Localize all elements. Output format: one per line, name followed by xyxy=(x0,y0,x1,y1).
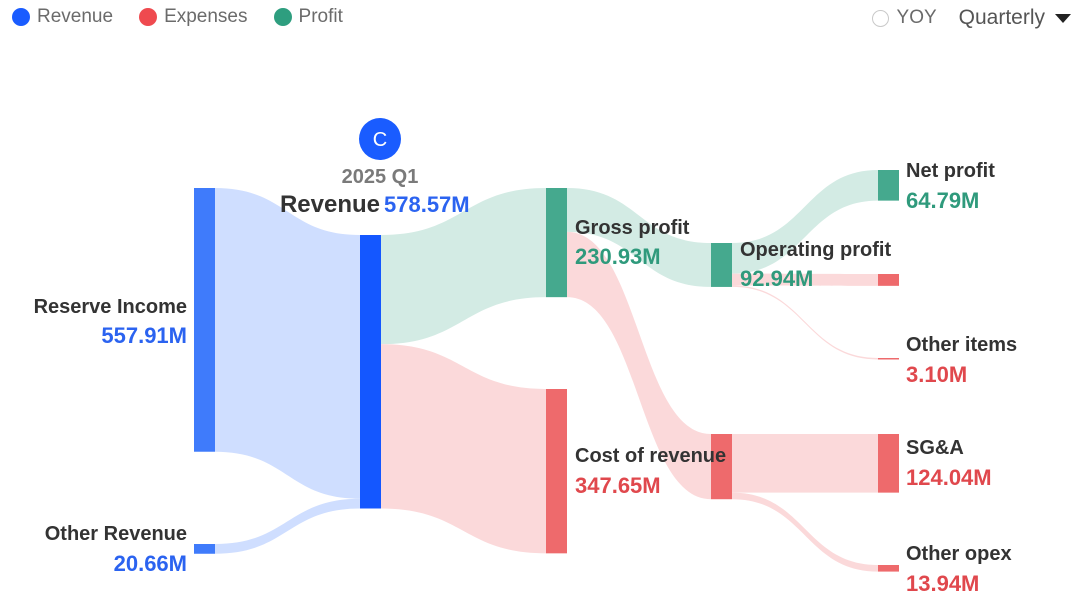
chart-controls: YOY Quarterly xyxy=(871,6,1071,30)
label-reserve-income-name: Reserve Income xyxy=(34,296,187,318)
node-sga[interactable] xyxy=(878,434,899,493)
label-other-items-value: 3.10M xyxy=(906,362,967,387)
label-other-revenue-name: Other Revenue xyxy=(45,523,187,545)
chart-legend: Revenue Expenses Profit xyxy=(12,6,343,28)
label-gross-profit-name: Gross profit xyxy=(575,217,690,239)
label-operating-profit-value: 92.94M xyxy=(740,266,813,291)
label-cost-of-revenue-value: 347.65M xyxy=(575,473,661,498)
node-other_items[interactable] xyxy=(878,358,899,360)
flow-other_revenue-to-revenue xyxy=(215,498,360,554)
yoy-radio-icon[interactable] xyxy=(871,9,889,27)
flow-operating_profit-to-other_items xyxy=(732,285,878,360)
label-other-revenue-value: 20.66M xyxy=(114,551,187,576)
sankey-nodes xyxy=(194,170,899,572)
flow-revenue-to-gross_profit xyxy=(381,188,546,345)
label-net-profit-value: 64.79M xyxy=(906,188,979,213)
flow-opex-to-other_opex xyxy=(732,492,878,572)
label-operating-profit-name: Operating profit xyxy=(740,239,891,261)
node-cost_of_revenue[interactable] xyxy=(546,389,567,554)
company-badge-icon xyxy=(359,118,401,160)
label-sga-value: 124.04M xyxy=(906,465,992,490)
legend-dot-expenses xyxy=(139,8,158,26)
label-sga-name: SG&A xyxy=(906,437,964,459)
center-name: Revenue xyxy=(280,191,380,218)
label-net-profit-name: Net profit xyxy=(906,160,995,182)
flow-opex-to-sga xyxy=(732,434,878,493)
label-cost-of-revenue-name: Cost of revenue xyxy=(575,445,726,467)
flow-gross_profit-to-operating_profit xyxy=(567,188,711,287)
period-label: 2025 Q1 xyxy=(342,166,419,188)
node-revenue[interactable] xyxy=(360,235,381,509)
flow-revenue-to-cost_of_revenue xyxy=(381,344,546,554)
period-dropdown[interactable]: Quarterly xyxy=(959,6,1071,30)
node-tax[interactable] xyxy=(878,274,899,286)
node-opex[interactable] xyxy=(711,434,732,500)
company-badge-letter: C xyxy=(373,129,387,151)
legend-dot-profit xyxy=(273,8,292,26)
yoy-label: YOY xyxy=(896,7,937,28)
node-operating_profit[interactable] xyxy=(711,243,732,287)
node-other_revenue[interactable] xyxy=(194,544,215,554)
label-other-opex-value: 13.94M xyxy=(906,571,979,596)
node-net_profit[interactable] xyxy=(878,170,899,201)
label-reserve-income-value: 557.91M xyxy=(101,323,187,348)
period-dropdown-label: Quarterly xyxy=(958,6,1045,29)
center-header: C 2025 Q1 Revenue 578.57M xyxy=(280,118,470,218)
legend-item-expenses[interactable]: Expenses xyxy=(139,6,248,28)
legend-item-revenue[interactable]: Revenue xyxy=(12,6,113,28)
label-other-opex-name: Other opex xyxy=(906,543,1012,565)
node-gross_profit[interactable] xyxy=(546,188,567,298)
legend-label-revenue: Revenue xyxy=(37,6,114,27)
center-value: 578.57M xyxy=(384,192,470,217)
legend-dot-revenue xyxy=(12,8,30,26)
flow-gross_profit-to-opex xyxy=(567,231,711,500)
legend-label-profit: Profit xyxy=(298,6,343,27)
sankey-flows xyxy=(215,170,878,572)
yoy-toggle[interactable]: YOY xyxy=(871,7,937,29)
caret-down-icon xyxy=(1055,13,1071,23)
node-reserve_income[interactable] xyxy=(194,188,215,452)
node-labels: Reserve Income 557.91M Other Revenue 20.… xyxy=(34,160,1018,596)
node-other_opex[interactable] xyxy=(878,565,899,572)
label-other-items-name: Other items xyxy=(906,334,1017,356)
flow-operating_profit-to-tax xyxy=(732,273,878,286)
label-gross-profit-value: 230.93M xyxy=(575,244,661,269)
flow-reserve_income-to-revenue xyxy=(215,188,360,499)
legend-label-expenses: Expenses xyxy=(164,6,248,27)
flow-operating_profit-to-net_profit xyxy=(732,170,878,274)
legend-item-profit[interactable]: Profit xyxy=(273,6,343,28)
